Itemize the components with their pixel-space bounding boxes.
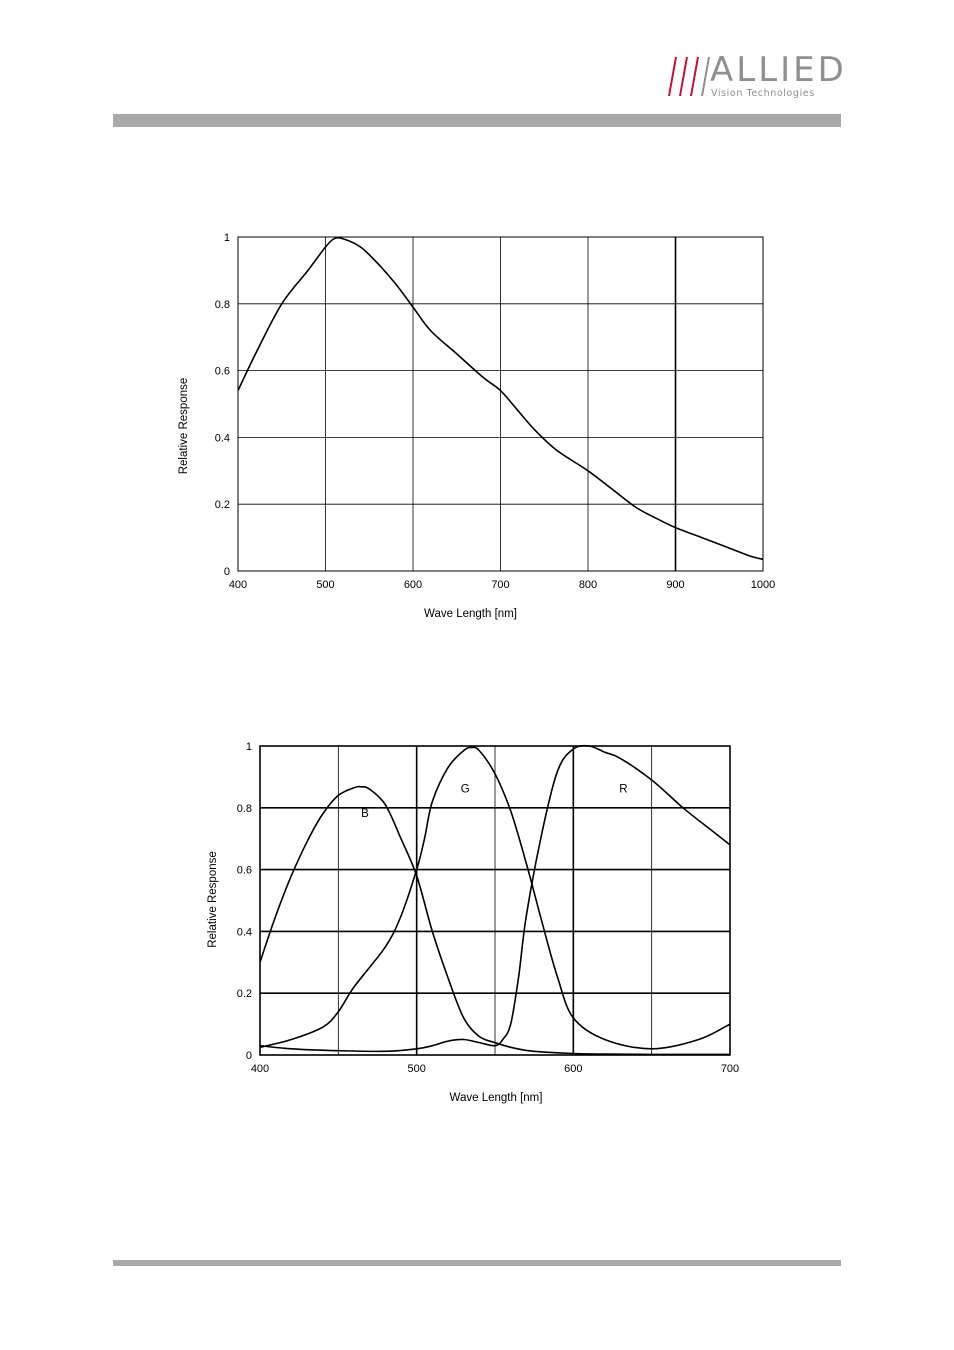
y-tick-label: 0.2 (215, 499, 230, 511)
x-tick-label: 600 (564, 1063, 582, 1075)
series-line-0 (237, 236, 764, 561)
brand-logo: ALLIED Vision Technologies (666, 50, 846, 102)
y-tick-label: 0.6 (215, 366, 230, 378)
x-tick-label: 800 (579, 579, 597, 591)
y-tick-label: 1 (246, 741, 252, 753)
x-tick-label: 600 (404, 579, 422, 591)
y-tick-label: 0.2 (237, 988, 252, 1000)
series-line-r (259, 744, 731, 1053)
y-tick-label: 0.4 (215, 432, 230, 444)
x-tick-label: 400 (251, 1063, 269, 1075)
x-tick-label: 700 (491, 579, 509, 591)
brand-tagline: Vision Technologies (711, 88, 815, 99)
series-line-g (259, 746, 731, 1050)
y-tick-label: 0.6 (237, 865, 252, 877)
brand-name: ALLIED (710, 50, 847, 90)
y-tick-label: 0 (246, 1050, 252, 1062)
x-tick-label: 1000 (751, 579, 775, 591)
series-line-b (259, 785, 731, 1056)
series-label-b: B (361, 808, 369, 820)
logo-slashes-icon (668, 56, 710, 97)
series-label-g: G (461, 783, 470, 795)
y-tick-label: 0.8 (237, 803, 252, 815)
y-tick-label: 0.4 (237, 926, 252, 938)
x-tick-label: 900 (666, 579, 684, 591)
y-axis-label: Relative Response (178, 378, 190, 475)
y-tick-label: 0 (224, 566, 230, 578)
x-tick-label: 700 (721, 1063, 739, 1075)
footer-divider (113, 1260, 841, 1266)
x-tick-label: 400 (229, 579, 247, 591)
y-tick-label: 1 (224, 232, 230, 244)
x-axis-label: Wave Length [nm] (450, 1092, 543, 1104)
x-tick-label: 500 (407, 1063, 425, 1075)
x-tick-label: 500 (316, 579, 334, 591)
plot-frame (237, 236, 764, 572)
y-tick-label: 0.8 (215, 299, 230, 311)
plot-frame (259, 745, 731, 1056)
header-divider (113, 114, 841, 127)
series-label-r: R (619, 783, 627, 795)
y-axis-label: Relative Response (207, 851, 219, 948)
x-axis-label: Wave Length [nm] (424, 608, 517, 620)
